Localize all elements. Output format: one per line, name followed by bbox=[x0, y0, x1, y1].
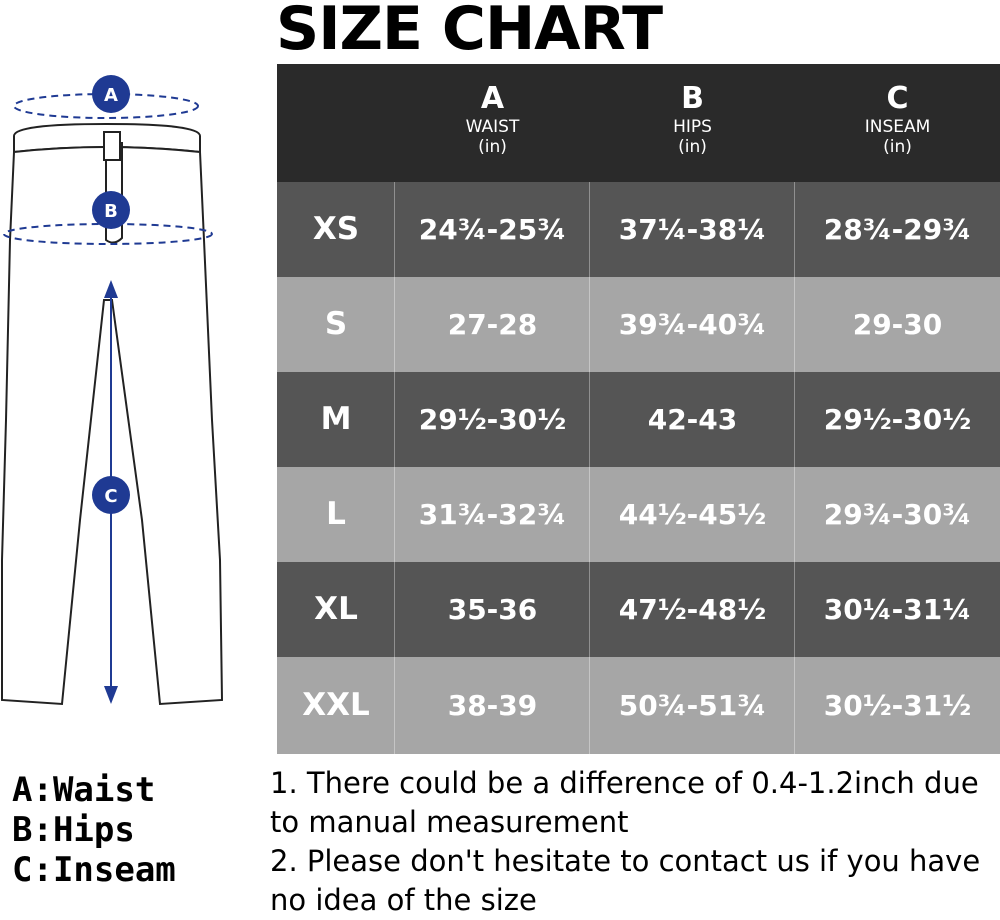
marker-c-icon bbox=[92, 476, 130, 514]
legend-hips: B:Hips bbox=[12, 810, 135, 850]
table-row: M 29½-30½ 42-43 29½-30½ bbox=[277, 372, 1000, 467]
header-waist-letter: A bbox=[480, 81, 505, 116]
inseam-cell: 29¾-30¾ bbox=[823, 498, 972, 531]
pants-diagram: A B C bbox=[1, 75, 224, 706]
legend-inseam: C:Inseam bbox=[12, 850, 176, 890]
legend-waist: A:Waist bbox=[12, 770, 156, 810]
header-waist-name: WAIST bbox=[465, 117, 520, 137]
size-cell: S bbox=[324, 306, 348, 342]
size-chart-title: SIZE CHART bbox=[276, 0, 663, 64]
note-measurement-difference: 1. There could be a difference of 0.4-1.… bbox=[270, 766, 979, 839]
table-row: XL 35-36 47½-48½ 30¼-31¼ bbox=[277, 562, 1000, 657]
notes: 1. There could be a difference of 0.4-1.… bbox=[270, 764, 998, 920]
table-row: XXL 38-39 50¾-51¾ 30½-31½ bbox=[277, 657, 1000, 754]
header-hips-unit: (in) bbox=[678, 137, 707, 157]
header-hips: B HIPS (in) bbox=[590, 64, 795, 182]
inseam-arrow-up-icon bbox=[104, 280, 118, 298]
note-contact-us: 2. Please don't hesitate to contact us i… bbox=[270, 844, 981, 917]
size-cell: XXL bbox=[302, 687, 370, 723]
size-cell: XL bbox=[314, 591, 358, 627]
header-inseam: C INSEAM (in) bbox=[795, 64, 1000, 182]
size-table: A WAIST (in) B HIPS (in) C INSEAM (in) X… bbox=[277, 64, 1000, 754]
measurement-legend: A:Waist B:Hips C:Inseam bbox=[12, 770, 176, 890]
column-divider bbox=[794, 182, 795, 754]
table-header-row: A WAIST (in) B HIPS (in) C INSEAM (in) bbox=[277, 64, 1000, 182]
inseam-cell: 28¾-29¾ bbox=[823, 213, 972, 246]
hips-cell: 50¾-51¾ bbox=[618, 689, 767, 722]
table-row: L 31¾-32¾ 44½-45½ 29¾-30¾ bbox=[277, 467, 1000, 562]
header-hips-letter: B bbox=[681, 81, 704, 116]
inseam-cell: 30¼-31¼ bbox=[823, 593, 972, 626]
marker-a-icon bbox=[92, 75, 130, 113]
header-hips-name: HIPS bbox=[673, 117, 712, 137]
waist-cell: 38-39 bbox=[447, 689, 538, 722]
header-inseam-name: INSEAM bbox=[864, 117, 931, 137]
waist-cell: 24¾-25¾ bbox=[418, 213, 567, 246]
inseam-cell: 30½-31½ bbox=[823, 689, 972, 722]
belt-loop bbox=[103, 131, 121, 161]
table-row: XS 24¾-25¾ 37¼-38¼ 28¾-29¾ bbox=[277, 182, 1000, 277]
header-waist-unit: (in) bbox=[478, 137, 507, 157]
size-cell: XS bbox=[312, 211, 360, 247]
waist-cell: 35-36 bbox=[447, 593, 538, 626]
marker-a-label: A bbox=[104, 85, 118, 106]
table-row: S 27-28 39¾-40¾ 29-30 bbox=[277, 277, 1000, 372]
hips-cell: 44½-45½ bbox=[618, 498, 767, 531]
waist-cell: 31¾-32¾ bbox=[418, 498, 567, 531]
header-inseam-letter: C bbox=[886, 81, 909, 116]
pants-outline bbox=[1, 146, 224, 706]
hips-cell: 39¾-40¾ bbox=[618, 308, 767, 341]
header-inseam-unit: (in) bbox=[883, 137, 912, 157]
hips-cell: 47½-48½ bbox=[618, 593, 767, 626]
column-divider bbox=[589, 182, 590, 754]
hips-cell: 42-43 bbox=[647, 403, 738, 436]
size-cell: M bbox=[320, 401, 352, 437]
column-divider bbox=[394, 182, 395, 754]
waist-cell: 27-28 bbox=[447, 308, 538, 341]
marker-c-label: C bbox=[104, 486, 117, 507]
header-waist: A WAIST (in) bbox=[395, 64, 590, 182]
inseam-cell: 29½-30½ bbox=[823, 403, 972, 436]
size-cell: L bbox=[326, 496, 346, 532]
pants-fly bbox=[105, 140, 123, 244]
inseam-cell: 29-30 bbox=[852, 308, 943, 341]
waist-cell: 29½-30½ bbox=[418, 403, 567, 436]
hips-cell: 37¼-38¼ bbox=[618, 213, 767, 246]
marker-b-icon bbox=[92, 191, 130, 229]
marker-b-label: B bbox=[104, 201, 118, 222]
inseam-arrow-down-icon bbox=[104, 686, 118, 704]
